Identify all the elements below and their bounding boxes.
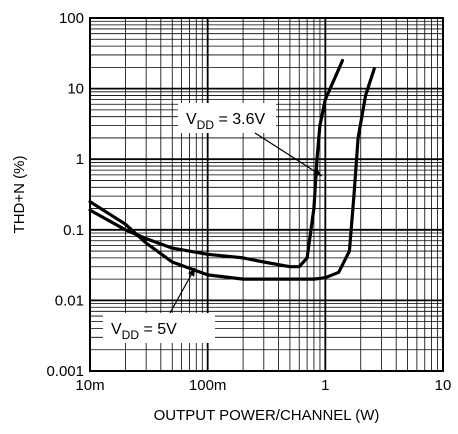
y-tick-label: 100 bbox=[59, 10, 84, 27]
series-line-1 bbox=[88, 67, 376, 281]
y-tick-label: 0.001 bbox=[46, 363, 84, 380]
series-label-box-0 bbox=[178, 103, 276, 133]
callout-arrowhead-0 bbox=[313, 168, 322, 176]
x-tick-labels: 10m 100m 1 10 bbox=[75, 377, 451, 394]
y-tick-label: 0.01 bbox=[55, 292, 84, 309]
callout-arrowhead-1 bbox=[188, 268, 195, 277]
series-label-1: VDD = 5V bbox=[111, 321, 177, 342]
callout-line-0 bbox=[254, 132, 323, 177]
annotations: VDD = 3.6V VDD = 5V bbox=[103, 103, 323, 343]
y-tick-label: 10 bbox=[67, 81, 84, 98]
y-axis-title: THD+N (%) bbox=[11, 156, 28, 234]
x-tick-label: 10 bbox=[435, 377, 452, 394]
plot-frame bbox=[89, 17, 444, 372]
y-tick-labels: 0.001 0.01 0.1 1 10 100 bbox=[46, 10, 84, 380]
x-tick-label: 10m bbox=[75, 377, 104, 394]
series-label-0: VDD = 3.6V bbox=[186, 111, 265, 132]
series-line-0 bbox=[88, 58, 345, 269]
series-layer bbox=[88, 58, 376, 281]
x-tick-label: 1 bbox=[321, 377, 329, 394]
x-tick-label: 100m bbox=[189, 377, 227, 394]
major-gridlines bbox=[90, 18, 443, 371]
callout-line-1 bbox=[169, 267, 196, 314]
minor-gridlines bbox=[90, 18, 443, 371]
x-axis-title: OUTPUT POWER/CHANNEL (W) bbox=[154, 407, 380, 424]
series-label-box-1 bbox=[103, 313, 215, 343]
y-tick-label: 1 bbox=[76, 151, 84, 168]
y-tick-label: 0.1 bbox=[63, 222, 84, 239]
